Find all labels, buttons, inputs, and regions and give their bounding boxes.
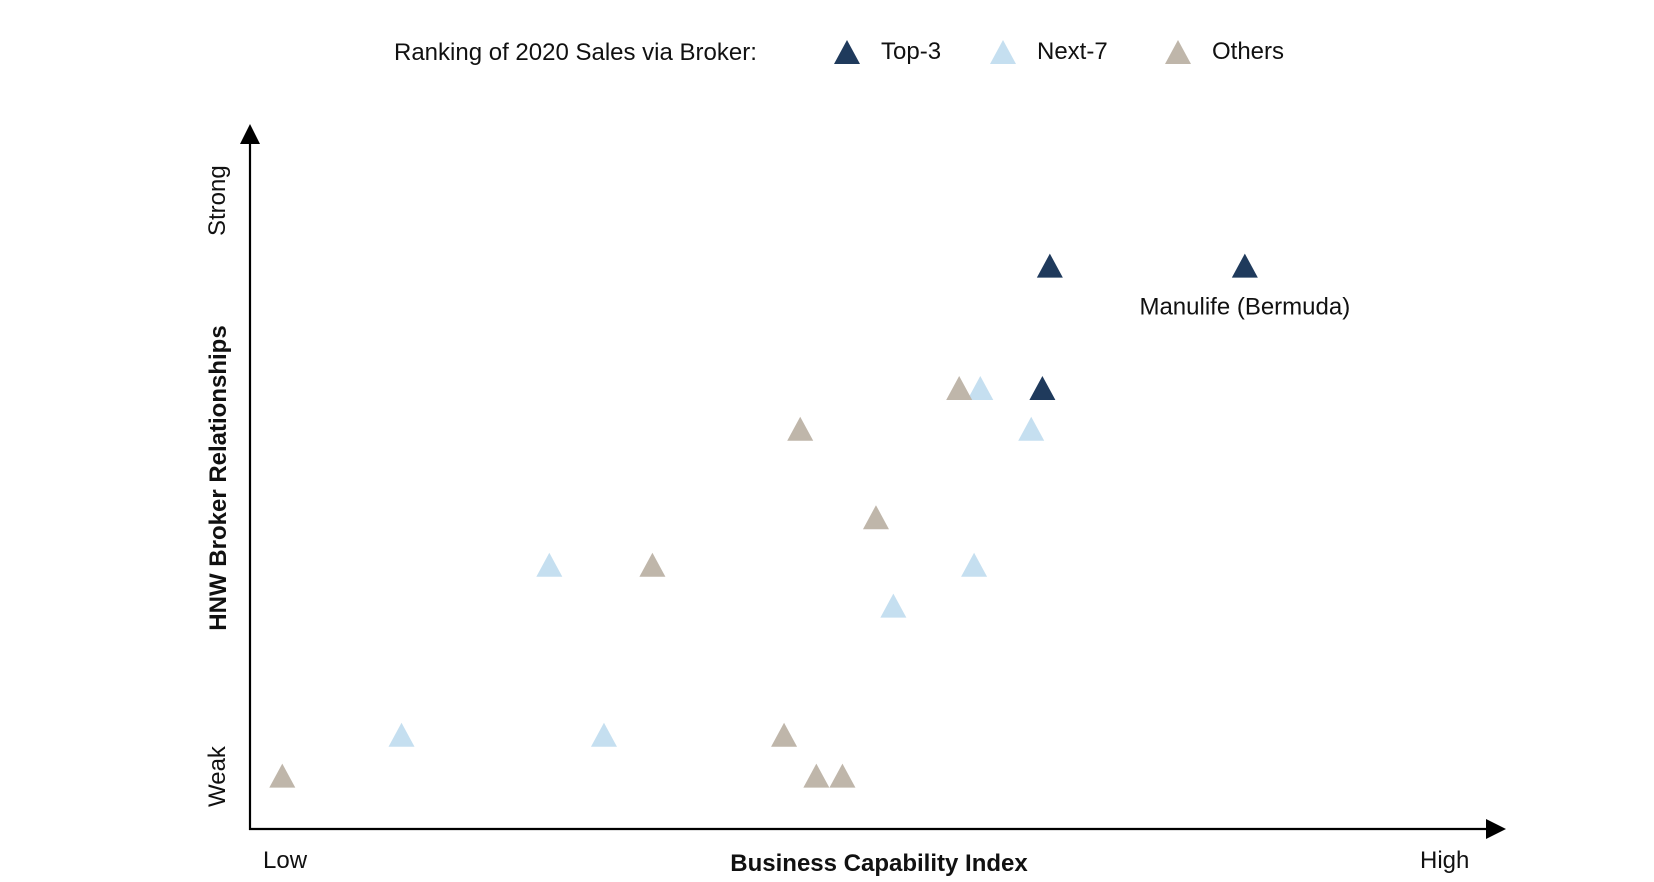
marker-next-7-6 xyxy=(388,722,415,747)
y-tick-label-weak: Weak xyxy=(204,745,231,807)
legend-label-next-7: Next-7 xyxy=(1037,38,1108,65)
marker-next-7-1 xyxy=(967,376,994,400)
marker-next-7-2 xyxy=(1018,416,1045,441)
marker-others-8 xyxy=(829,763,856,788)
marker-others-1 xyxy=(946,376,973,400)
marker-others-6 xyxy=(269,763,296,788)
marker-top-3-1 xyxy=(1036,253,1063,278)
marker-others-2 xyxy=(787,416,814,441)
legend-label-top-3: Top-3 xyxy=(881,38,941,65)
legend-title: Ranking of 2020 Sales via Broker: xyxy=(394,39,757,66)
y-tick-label-strong: Strong xyxy=(204,165,231,236)
marker-next-7-3 xyxy=(536,552,563,577)
legend-marker-top-3 xyxy=(834,40,860,64)
marker-others-4 xyxy=(639,552,666,577)
legend-item-top-3: Top-3 xyxy=(834,38,941,65)
x-tick-label-low: Low xyxy=(263,847,308,874)
data-markers xyxy=(269,253,1258,788)
marker-next-7-7 xyxy=(590,722,617,747)
y-axis-title: HNW Broker Relationships xyxy=(205,325,232,630)
legend-label-others: Others xyxy=(1212,38,1284,65)
marker-next-7-4 xyxy=(961,552,988,577)
x-tick-label-high: High xyxy=(1420,847,1469,874)
y-axis-arrowhead xyxy=(240,124,260,144)
marker-others-7 xyxy=(803,763,830,788)
x-axis-arrowhead xyxy=(1486,819,1506,839)
legend-item-next-7: Next-7 xyxy=(990,38,1108,65)
legend-items: Top-3 Next-7 Others xyxy=(834,38,1284,65)
legend-item-others: Others xyxy=(1165,38,1284,65)
axes xyxy=(240,124,1506,839)
marker-next-7-5 xyxy=(880,593,907,618)
marker-others-3 xyxy=(862,505,889,530)
annotations: Manulife (Bermuda) xyxy=(1139,294,1350,321)
legend-marker-others xyxy=(1165,40,1191,64)
marker-top-3-2 xyxy=(1231,253,1258,278)
legend: Ranking of 2020 Sales via Broker: Top-3 N… xyxy=(394,38,1284,66)
x-axis-title: Business Capability Index xyxy=(730,850,1028,877)
annotation-label-1: Manulife (Bermuda) xyxy=(1139,294,1350,321)
legend-marker-next-7 xyxy=(990,40,1016,64)
marker-others-5 xyxy=(771,722,798,747)
marker-top-3-3 xyxy=(1029,376,1056,400)
